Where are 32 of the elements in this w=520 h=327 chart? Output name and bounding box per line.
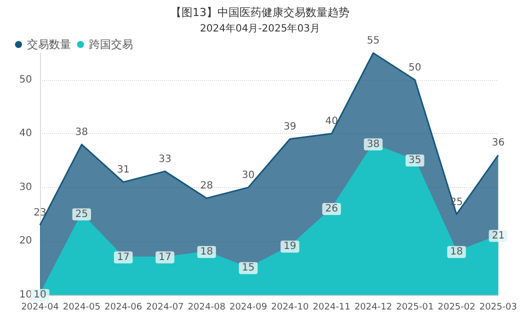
data-label: 55 <box>366 36 380 46</box>
data-label: 38 <box>75 126 88 138</box>
y-tick-label: 30 <box>19 182 32 193</box>
data-label: 30 <box>242 170 255 181</box>
data-label: 28 <box>200 180 213 192</box>
y-tick-label: 40 <box>19 128 32 140</box>
y-tick-label: 20 <box>19 236 32 247</box>
x-tick-label: 2024-06 <box>104 302 142 312</box>
chart-subtitle: 2024年04月-2025年03月 <box>200 22 320 34</box>
x-tick-label: 2024-05 <box>62 302 100 312</box>
data-label: 39 <box>284 122 296 133</box>
data-label: 33 <box>158 154 172 165</box>
y-tick-label: 50 <box>19 74 32 86</box>
data-label: 31 <box>116 164 130 176</box>
data-label: 50 <box>408 62 422 74</box>
x-tick-label: 2024-09 <box>229 302 268 312</box>
x-tick-label: 2024-12 <box>354 302 392 312</box>
x-tick-label: 2025-02 <box>438 302 476 312</box>
x-tick-label: 2025-03 <box>479 302 518 312</box>
data-label: 40 <box>325 116 338 128</box>
x-tick-label: 2024-10 <box>271 302 309 312</box>
x-tick-label: 2025-01 <box>396 302 434 312</box>
legend-label: 跨国交易 <box>89 38 133 51</box>
x-tick-label: 2024-11 <box>312 302 350 312</box>
y-tick-label: 10 <box>19 290 32 300</box>
chart-title: 【图13】中国医药健康交易数量趋势 <box>170 6 350 19</box>
data-label: 23 <box>34 208 46 219</box>
data-label: 36 <box>492 138 505 149</box>
x-tick-label: 2024-08 <box>188 302 226 312</box>
legend-label: 交易数量 <box>27 38 71 51</box>
x-tick-label: 2024-04 <box>21 302 60 312</box>
x-tick-label: 2024-07 <box>146 302 184 312</box>
